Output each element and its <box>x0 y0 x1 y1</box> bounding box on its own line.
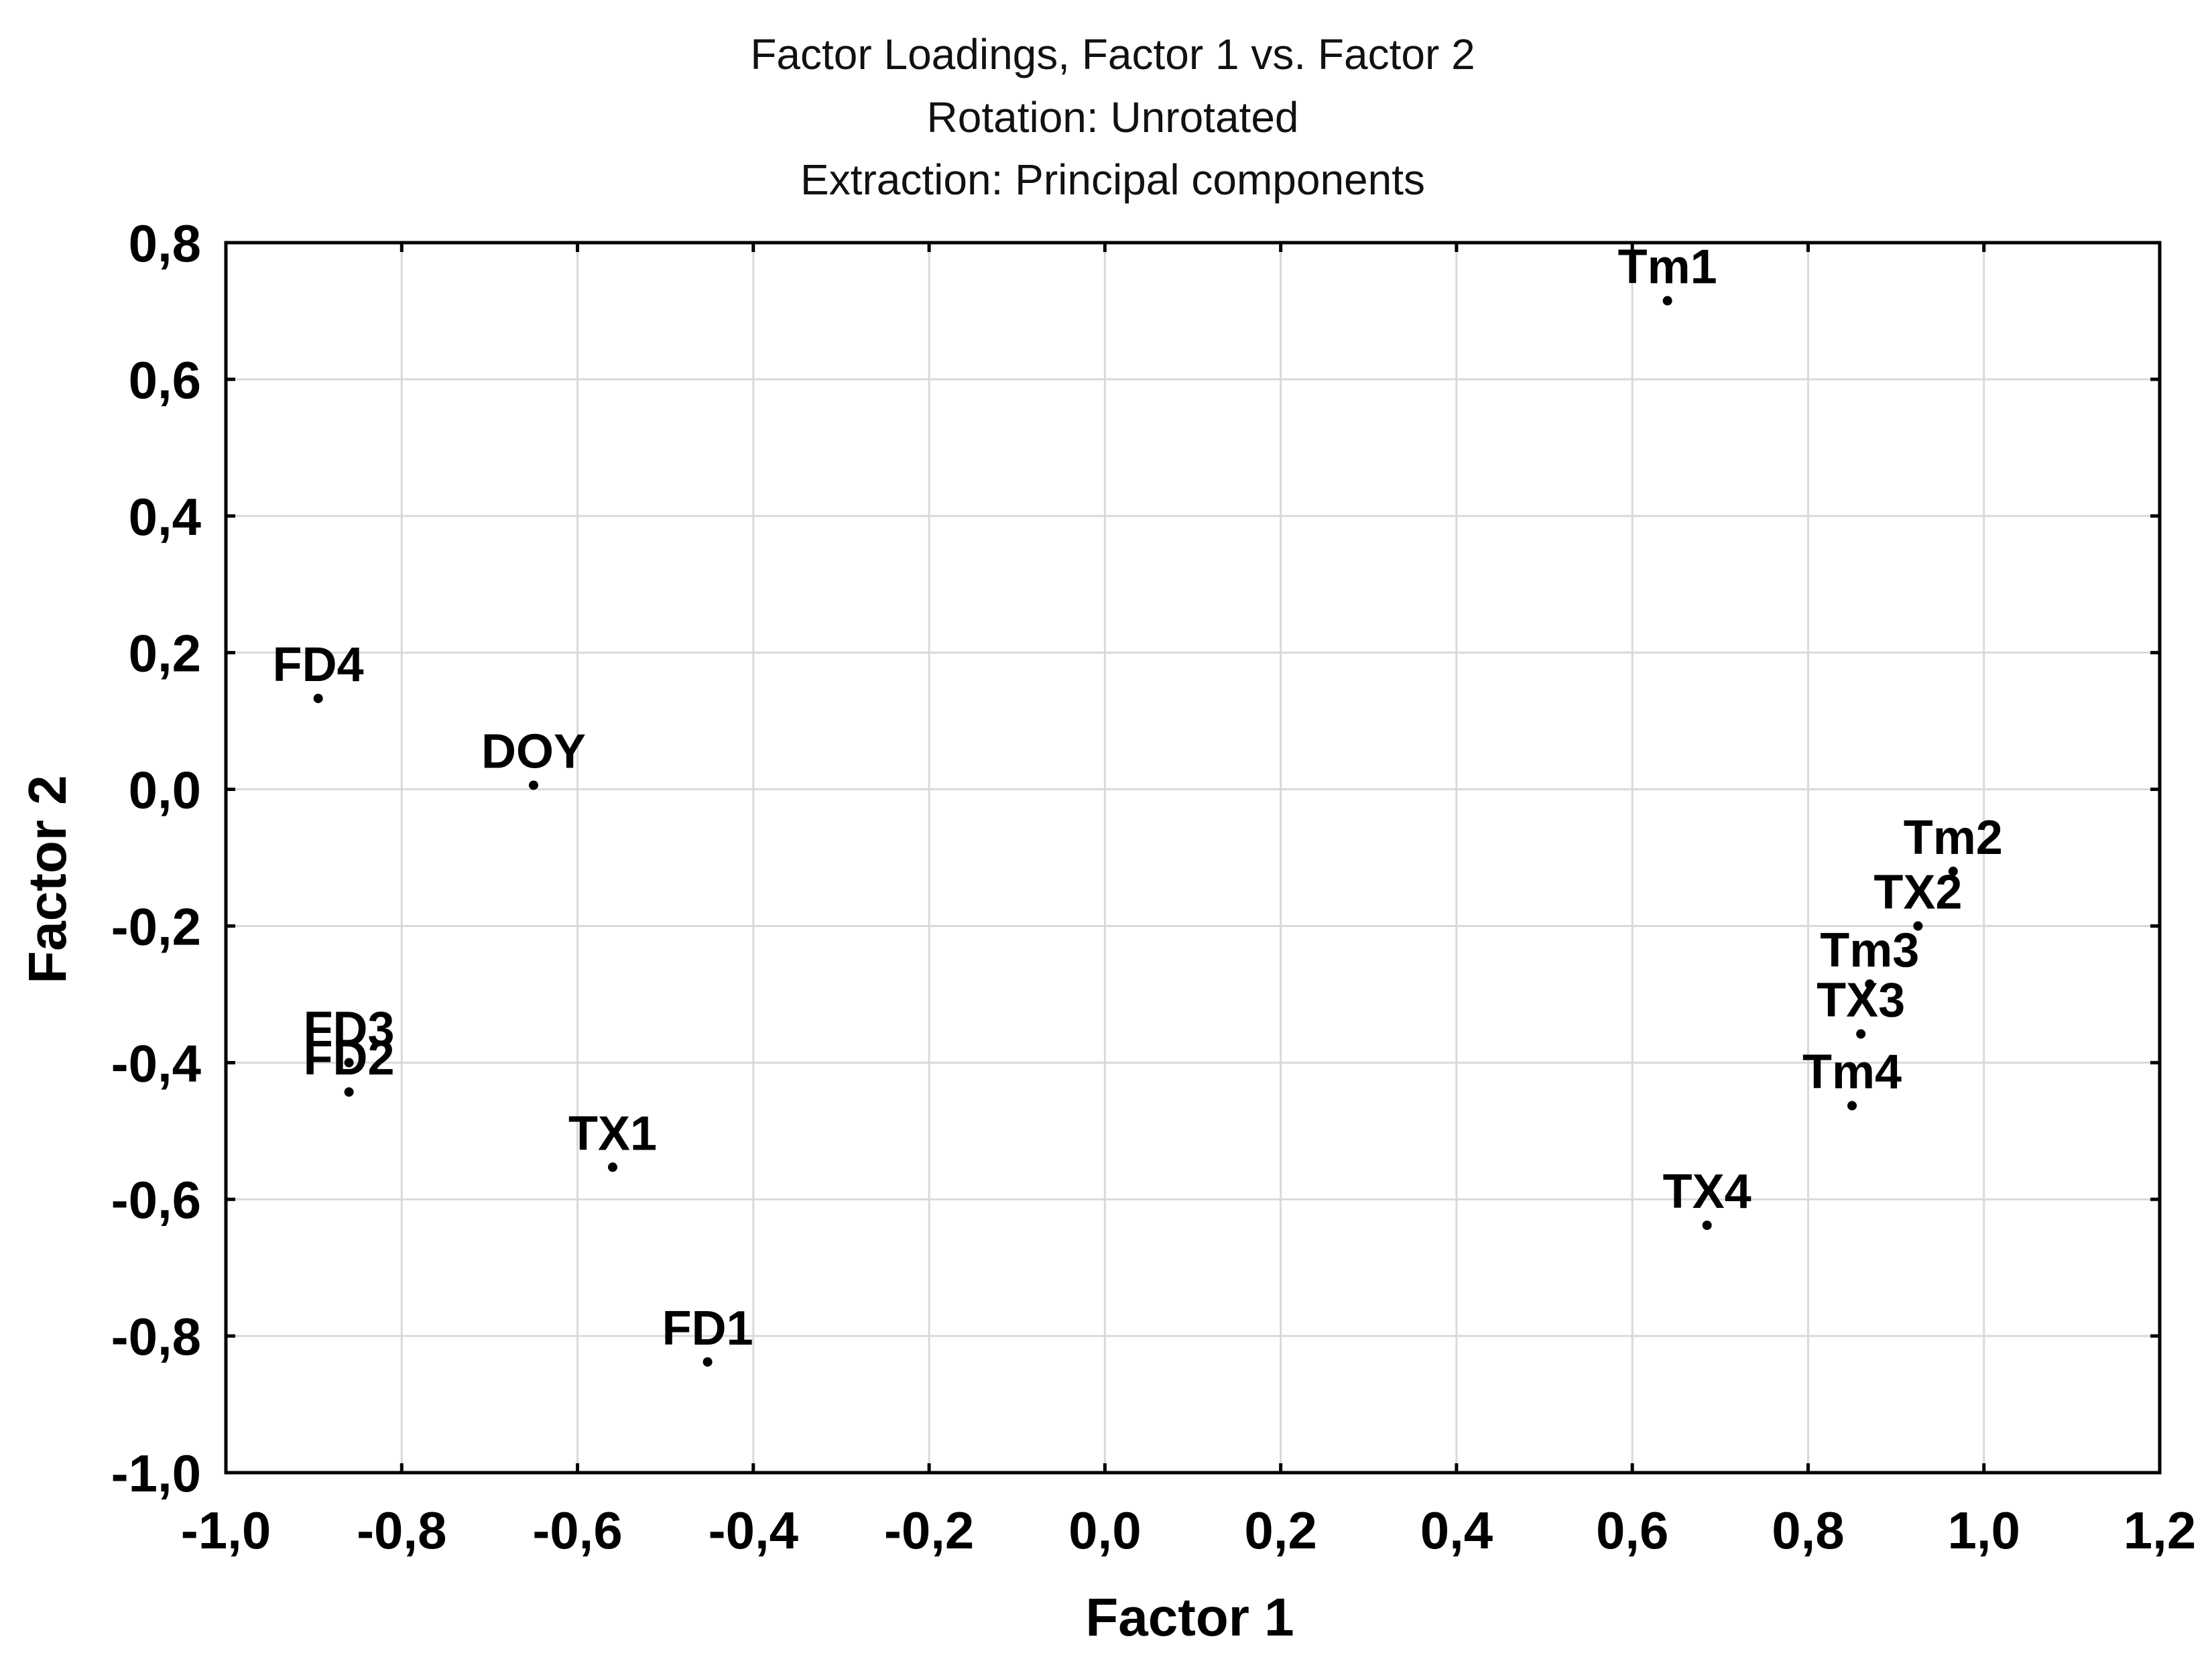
y-tick-label: -0,2 <box>111 897 201 956</box>
x-tick-label: 0,6 <box>1596 1501 1668 1560</box>
data-point-label: Tm2 <box>1904 811 2003 865</box>
data-point <box>528 780 538 790</box>
data-point <box>1847 1101 1857 1111</box>
data-point-label: FD2 <box>304 1032 395 1085</box>
y-tick-label: 0,0 <box>129 761 201 820</box>
data-point-label: Tm4 <box>1802 1046 1902 1099</box>
data-point <box>1913 921 1923 931</box>
x-tick-label: 1,0 <box>1948 1501 2020 1560</box>
x-tick-label: 0,0 <box>1068 1501 1141 1560</box>
data-point <box>608 1162 617 1172</box>
y-tick-label: 0,2 <box>129 624 201 683</box>
y-tick-label: 0,6 <box>129 351 201 410</box>
y-tick-label: 0,4 <box>129 487 201 546</box>
y-tick-label: 0,8 <box>129 214 201 273</box>
data-point-label: TX4 <box>1663 1165 1752 1219</box>
data-point-label: Tm3 <box>1820 924 1919 977</box>
y-tick-label: -1,0 <box>111 1444 201 1503</box>
data-point <box>1856 1029 1866 1039</box>
data-point-label: DOY <box>481 725 586 778</box>
x-tick-label: 1,2 <box>2124 1501 2196 1560</box>
y-tick-labels: 0,8 0,6 0,4 0,2 0,0 -0,2 -0,4 -0,6 -0,8 -1,0 <box>111 214 201 1503</box>
data-point <box>1948 866 1958 876</box>
data-point-label: FD1 <box>662 1302 753 1355</box>
x-tick-label: -0,6 <box>532 1501 622 1560</box>
chart-title-line-2: Rotation: Unrotated <box>927 93 1299 141</box>
x-tick-label: 0,4 <box>1420 1501 1493 1560</box>
y-tick-label: -0,4 <box>111 1034 201 1093</box>
y-axis-label: Factor 2 <box>17 775 77 983</box>
plot-frame <box>224 241 2162 1475</box>
x-axis-label: Factor 1 <box>1085 1587 1294 1647</box>
x-tick-label: -0,4 <box>709 1501 798 1560</box>
chart-title-line-3: Extraction: Principal components <box>800 156 1425 204</box>
x-tick-label: -0,8 <box>357 1501 446 1560</box>
data-point <box>344 1058 354 1068</box>
data-point <box>1702 1220 1712 1230</box>
data-point <box>1662 296 1672 306</box>
data-point-label: TX1 <box>568 1107 657 1160</box>
x-tick-label: -1,0 <box>181 1501 271 1560</box>
chart-title-line-1: Factor Loadings, Factor 1 vs. Factor 2 <box>750 30 1475 78</box>
x-tick-labels: -1,0 -0,8 -0,6 -0,4 -0,2 0,0 0,2 0,4 0,6 0,8 1,0 1,… <box>181 1501 2196 1560</box>
x-tick-label: -0,2 <box>884 1501 974 1560</box>
data-point <box>344 1087 354 1097</box>
data-point-label: Tm1 <box>1618 241 1717 294</box>
axis-ticks <box>224 241 2162 1475</box>
x-tick-label: 0,8 <box>1772 1501 1844 1560</box>
data-point <box>313 693 323 703</box>
y-tick-label: -0,8 <box>111 1307 201 1366</box>
data-point <box>1865 979 1875 989</box>
data-point-label: FD4 <box>273 638 364 692</box>
data-point-label: TX3 <box>1817 974 1905 1028</box>
y-tick-label: -0,6 <box>111 1170 201 1229</box>
x-tick-label: 0,2 <box>1244 1501 1316 1560</box>
grid <box>226 243 2160 1473</box>
data-point <box>702 1357 713 1367</box>
data-point-label: FD3 <box>304 1002 395 1056</box>
data-point-label: TX2 <box>1873 865 1962 919</box>
